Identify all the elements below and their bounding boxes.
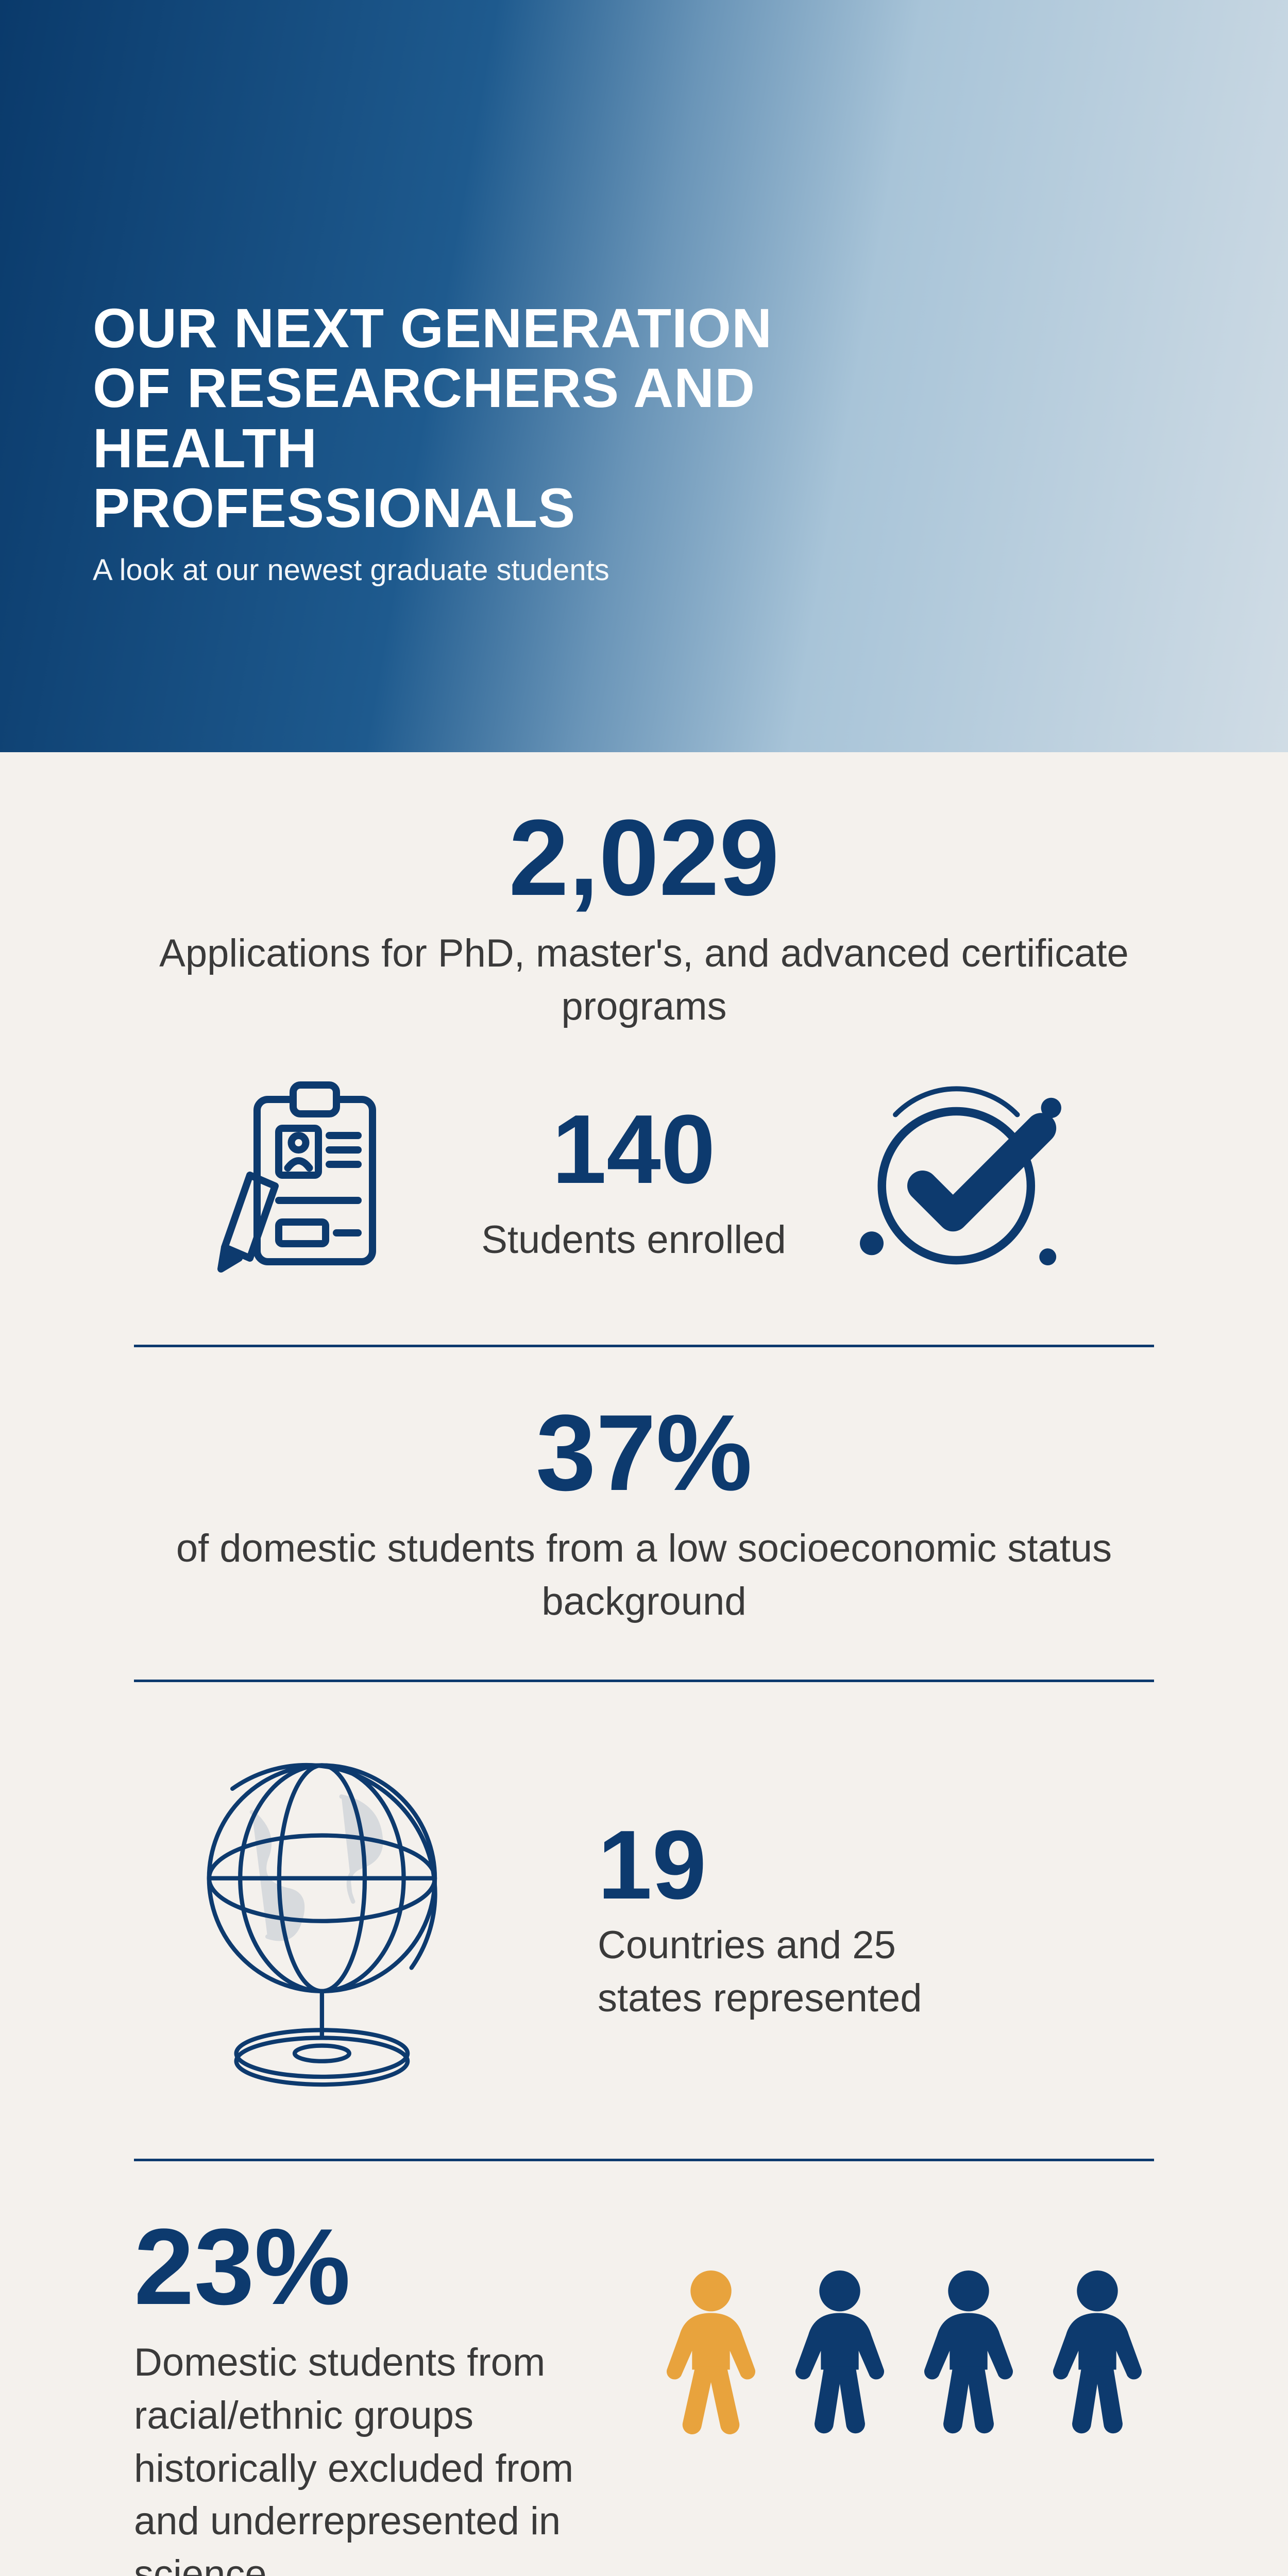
- countries-row: 19 Countries and 25 states represented: [113, 1734, 1175, 2107]
- stat-countries: 19 Countries and 25 states represented: [598, 1816, 1010, 2025]
- applications-value: 2,029: [113, 804, 1175, 912]
- countries-label: Countries and 25 states represented: [598, 1919, 1010, 2025]
- enrolled-row: 140 Students enrolled: [113, 1074, 1175, 1293]
- underrepresented-value: 23%: [134, 2213, 603, 2321]
- underrepresented-label: Domestic students from racial/ethnic gro…: [134, 2336, 603, 2576]
- person-icon: [912, 2244, 1025, 2470]
- stat-applications: 2,029 Applications for PhD, master's, an…: [113, 804, 1175, 1033]
- stat-low-ses: 37% of domestic students from a low soci…: [113, 1399, 1175, 1628]
- globe-icon: [155, 1734, 505, 2107]
- enrolled-value: 140: [481, 1100, 786, 1198]
- stat-underrepresented: 23% Domestic students from racial/ethnic…: [134, 2213, 603, 2576]
- enrolled-label: Students enrolled: [481, 1214, 786, 1267]
- stat-enrolled: 140 Students enrolled: [481, 1100, 786, 1267]
- person-icon-highlighted: [654, 2244, 768, 2470]
- low-ses-value: 37%: [113, 1399, 1175, 1507]
- people-icons: [654, 2244, 1154, 2470]
- applications-label: Applications for PhD, master's, and adva…: [113, 927, 1175, 1033]
- underrepresented-row: 23% Domestic students from racial/ethnic…: [113, 2213, 1175, 2576]
- divider: [134, 1345, 1154, 1347]
- divider: [134, 1680, 1154, 1682]
- hero-text-block: OUR NEXT GENERATION OF RESEARCHERS AND H…: [93, 298, 814, 588]
- person-icon: [783, 2244, 896, 2470]
- checkmark-icon: [848, 1074, 1085, 1293]
- countries-value: 19: [598, 1816, 1010, 1914]
- divider: [134, 2159, 1154, 2161]
- hero-subtitle: A look at our newest graduate students: [93, 553, 814, 587]
- clipboard-icon: [203, 1074, 419, 1293]
- person-icon: [1041, 2244, 1154, 2470]
- hero-banner: OUR NEXT GENERATION OF RESEARCHERS AND H…: [0, 0, 1288, 752]
- content-area: 2,029 Applications for PhD, master's, an…: [0, 752, 1288, 2576]
- hero-title: OUR NEXT GENERATION OF RESEARCHERS AND H…: [93, 298, 814, 539]
- low-ses-label: of domestic students from a low socioeco…: [113, 1522, 1175, 1628]
